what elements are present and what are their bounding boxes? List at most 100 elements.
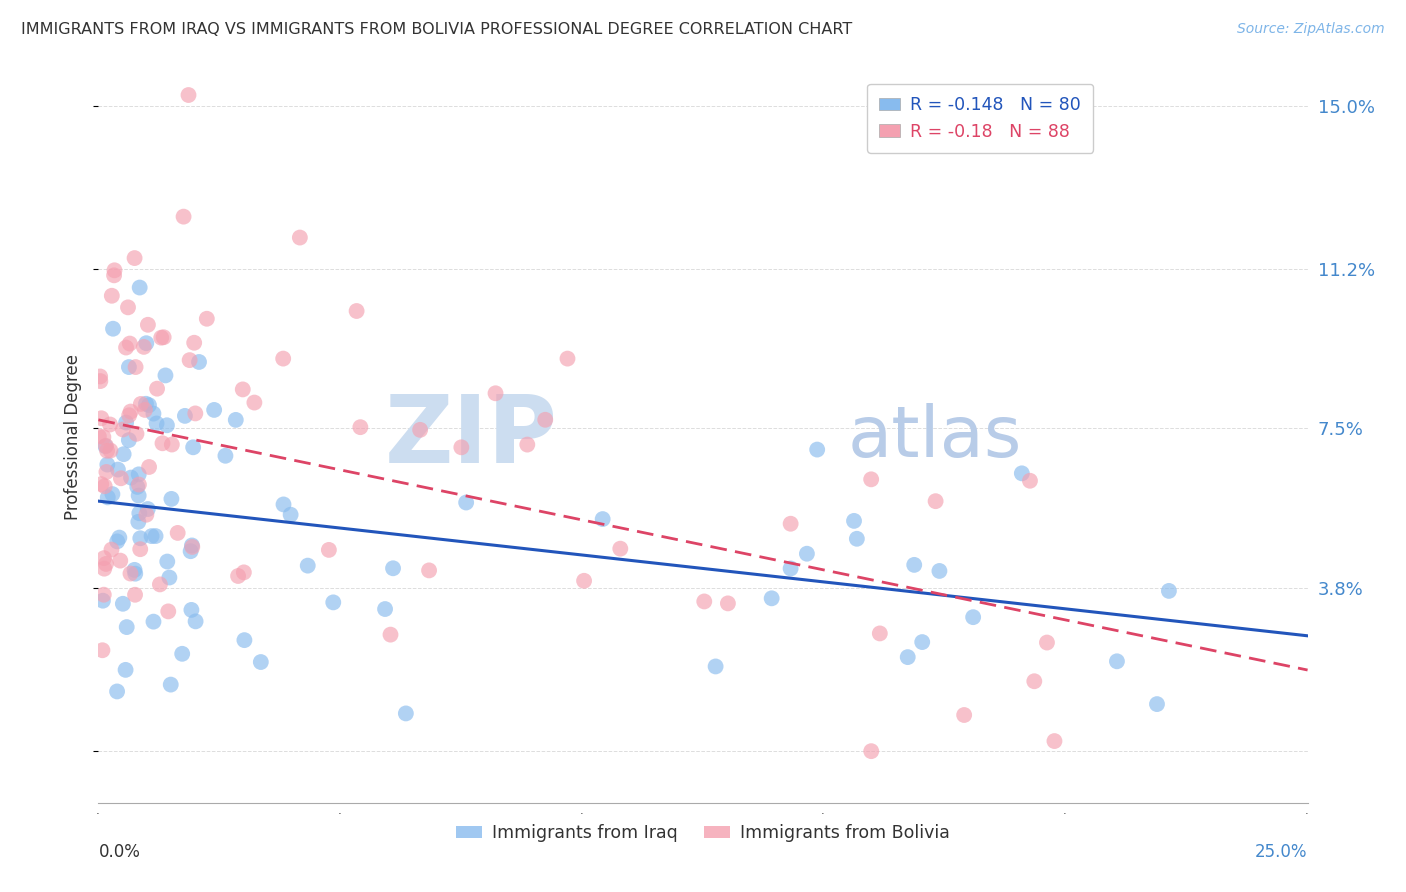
Point [845,532,868,546]
Point [188,355,211,369]
Text: 25.0%: 25.0% [1256,843,1308,861]
Point [288,230,311,244]
Point [1157,583,1180,598]
Point [592,512,614,526]
Point [90,477,112,491]
Point [155,368,177,383]
Point [322,595,344,609]
Point [1019,474,1042,488]
Point [962,610,984,624]
Point [924,494,946,508]
Point [101,487,124,501]
Point [233,633,256,648]
Point [115,341,138,355]
Point [183,335,205,350]
Point [124,566,146,581]
Point [1105,654,1128,668]
Point [145,417,167,431]
Point [96,465,118,479]
Point [110,553,132,567]
Point [94,557,117,571]
Point [118,433,141,447]
Point [96,443,118,458]
Point [374,602,396,616]
Point [98,417,121,432]
Point [94,439,117,453]
Point [89,369,111,384]
Point [115,416,138,430]
Point [184,615,207,629]
Point [225,413,247,427]
Point [418,563,440,577]
Point [152,330,174,344]
Point [93,430,115,444]
Point [103,263,125,277]
Point [135,336,157,351]
Point [129,397,152,411]
Point [145,529,167,543]
Point [157,570,180,584]
Point [142,615,165,629]
Point [118,409,141,423]
Point [280,508,302,522]
Point [124,360,146,375]
Point [842,514,865,528]
Text: Source: ZipAtlas.com: Source: ZipAtlas.com [1237,22,1385,37]
Point [928,564,950,578]
Point [124,563,146,577]
Point [349,420,371,434]
Point [156,555,179,569]
Point [124,588,146,602]
Point [1024,674,1046,689]
Point [127,480,149,494]
Point [704,659,727,673]
Point [141,529,163,543]
Point [516,437,538,451]
Point [93,562,115,576]
Point [111,597,134,611]
Text: atlas: atlas [848,402,1022,472]
Point [135,397,157,411]
Point [214,449,236,463]
Point [112,447,135,461]
Point [87,429,110,443]
Point [609,541,631,556]
Point [181,440,204,454]
Point [779,561,801,575]
Point [181,539,204,553]
Point [129,542,152,557]
Point [450,440,472,454]
Point [159,677,181,691]
Point [174,409,197,423]
Point [94,439,117,453]
Point [232,566,254,580]
Point [484,386,506,401]
Point [1043,734,1066,748]
Point [96,458,118,472]
Point [110,471,132,485]
Point [557,351,579,366]
Point [409,423,432,437]
Point [195,311,218,326]
Point [181,540,204,554]
Point [128,506,150,520]
Point [93,551,115,566]
Point [111,422,134,436]
Point [118,336,141,351]
Point [380,627,402,641]
Point [101,322,124,336]
Point [271,351,294,366]
Point [177,88,200,103]
Point [128,280,150,294]
Point [897,650,920,665]
Point [346,304,368,318]
Point [128,467,150,482]
Point [146,382,169,396]
Point [534,413,557,427]
Point [172,647,194,661]
Point [243,395,266,409]
Legend: Immigrants from Iraq, Immigrants from Bolivia: Immigrants from Iraq, Immigrants from Bo… [449,817,957,849]
Point [152,436,174,450]
Point [180,544,202,558]
Point [903,558,925,572]
